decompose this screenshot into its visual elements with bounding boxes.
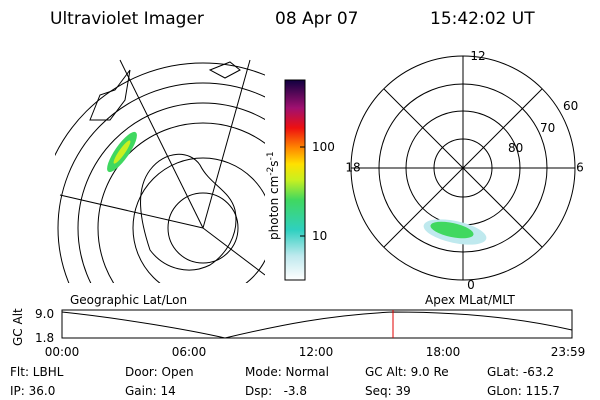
colorbar-tick: 10 [312, 229, 327, 243]
mlat-label: 60 [563, 99, 578, 113]
status-item: GC Alt: 9.0 Re [365, 365, 449, 379]
header: Ultraviolet Imager 08 Apr 07 15:42:02 UT [50, 9, 535, 29]
instrument: Ultraviolet Imager [50, 9, 204, 29]
timeline-x-tick: 06:00 [172, 345, 207, 359]
mlt-label: 0 [467, 278, 475, 292]
left-panel-label: Geographic Lat/Lon [70, 293, 187, 307]
mlat-label: 70 [540, 121, 555, 135]
colorbar [284, 79, 306, 281]
status-item: Door: Open [125, 365, 194, 379]
status-item: Dsp: -3.8 [245, 384, 307, 398]
mlt-label: 6 [576, 161, 584, 175]
status-item: GLat: -63.2 [487, 365, 554, 379]
mlt-label: 18 [345, 161, 360, 175]
status-item: Mode: Normal [245, 365, 329, 379]
status: Flt: LBHL Door: Open Mode: Normal GC Alt… [10, 365, 560, 398]
colorbar-unit: photon cm-2s-1 [266, 151, 281, 240]
timeline-y-tick: 1.8 [35, 331, 54, 345]
mlat-label: 80 [508, 141, 523, 155]
timeline-x-tick: 12:00 [299, 345, 334, 359]
colorbar-tick: 100 [312, 140, 335, 154]
timeline-y-label: GC Alt [11, 308, 25, 346]
geographic-map [55, 59, 265, 283]
status-item: Gain: 14 [125, 384, 176, 398]
timeline-x-tick: 23:59 [551, 345, 586, 359]
timeline: GC Alt 9.0 1.8 00:00 06:00 12:00 18:00 2… [11, 307, 585, 359]
timeline-x-tick: 00:00 [45, 345, 80, 359]
timeline-x-tick: 18:00 [426, 345, 461, 359]
status-item: IP: 36.0 [10, 384, 55, 398]
status-item: Seq: 39 [365, 384, 411, 398]
status-item: GLon: 115.7 [487, 384, 560, 398]
right-panel-label: Apex MLat/MLT [425, 293, 515, 307]
timeline-y-tick: 9.0 [35, 307, 54, 321]
time: 15:42:02 UT [430, 9, 535, 29]
date: 08 Apr 07 [275, 9, 358, 29]
status-item: Flt: LBHL [10, 365, 64, 379]
polar-plot: 12 6 18 0 60 70 80 [345, 49, 583, 292]
mlt-label: 12 [470, 49, 485, 63]
